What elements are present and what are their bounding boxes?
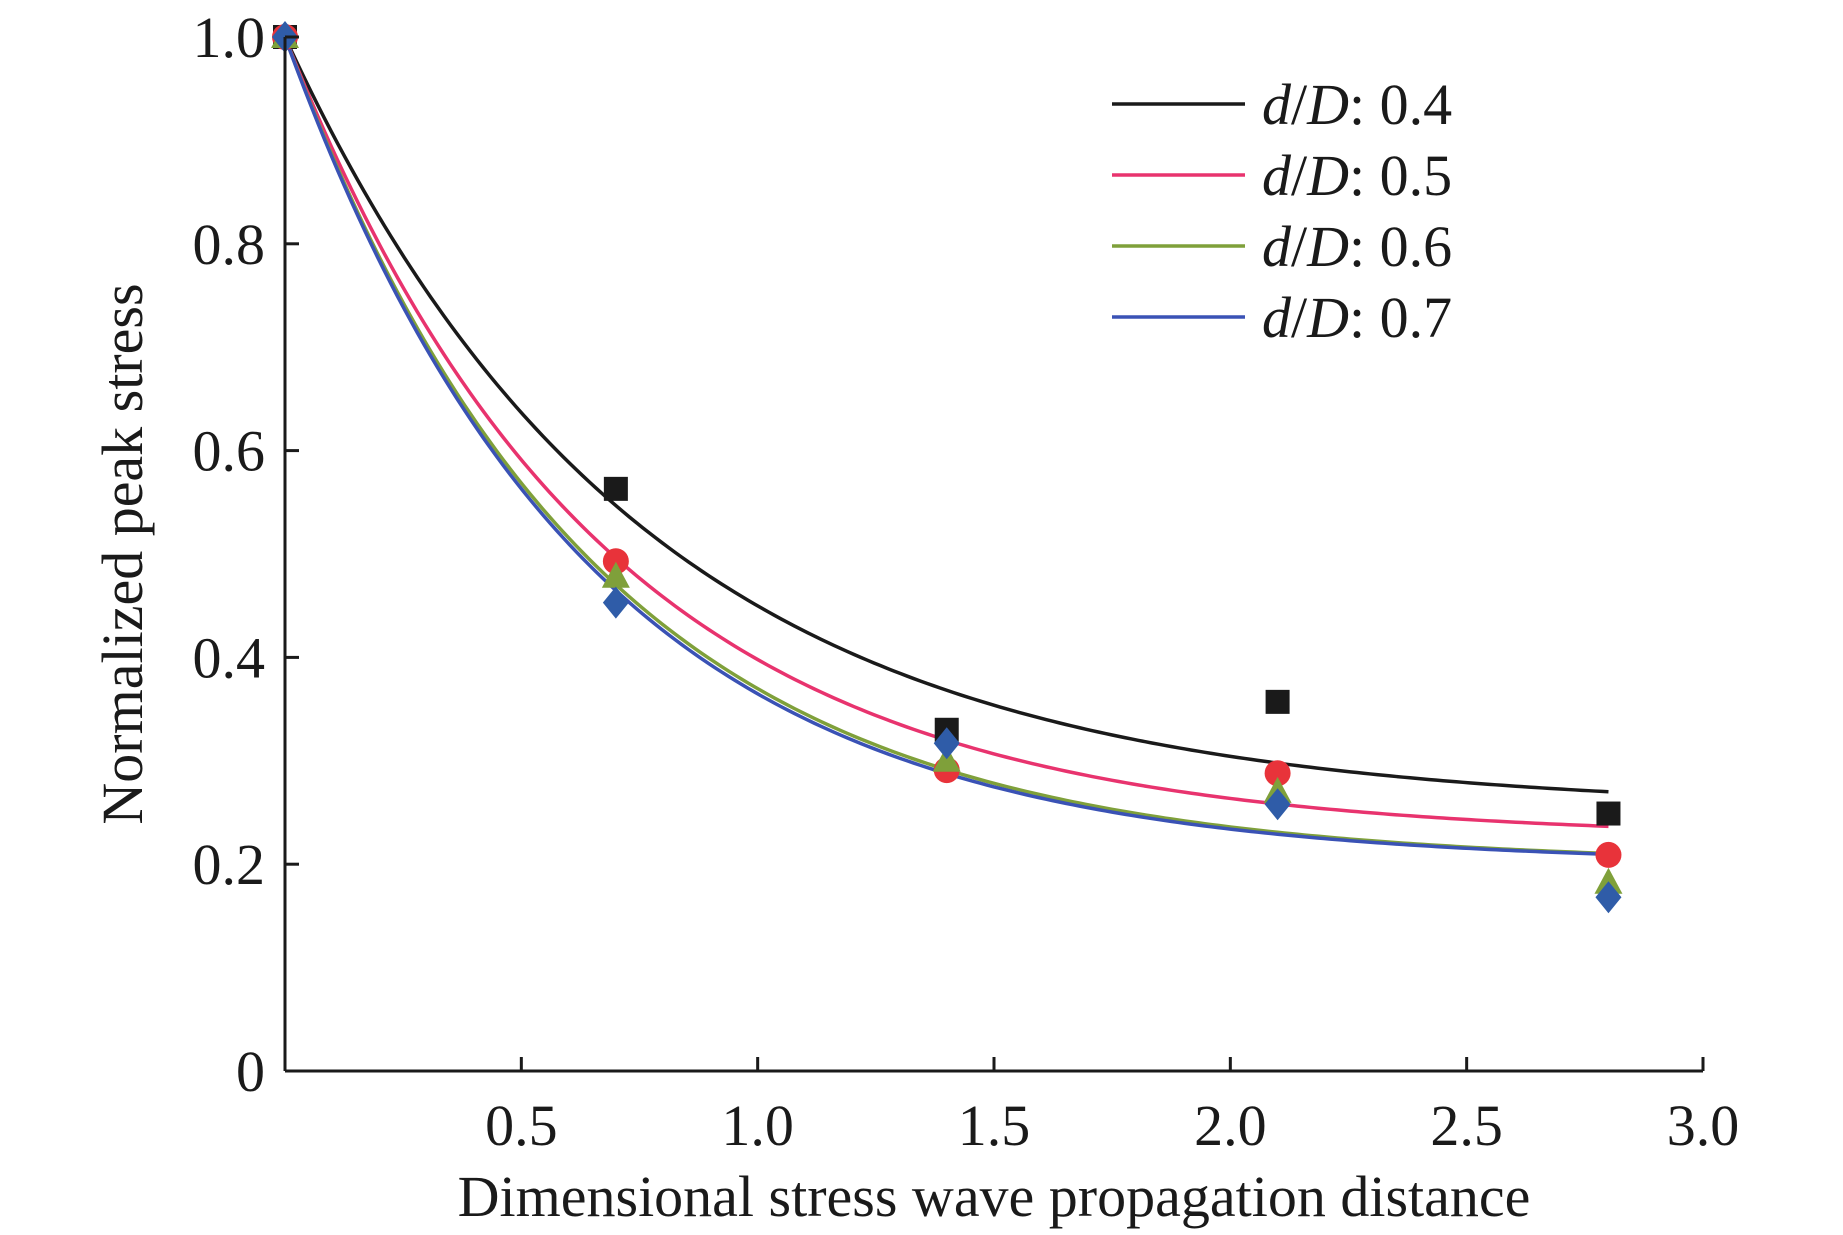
data-point-triangle bbox=[1594, 867, 1623, 894]
data-point-diamond bbox=[1264, 788, 1291, 821]
y-axis-label: Normalized peak stress bbox=[90, 283, 155, 824]
fit-curve-1 bbox=[283, 36, 1609, 794]
data-point-square bbox=[1265, 689, 1290, 714]
y-tick-label: 0.4 bbox=[193, 625, 266, 690]
legend-label-1: d/D: 0.4 bbox=[1262, 72, 1452, 137]
legend-label-3: d/D: 0.6 bbox=[1262, 214, 1452, 279]
data-point-circle bbox=[1595, 841, 1622, 868]
x-tick-label: 0.5 bbox=[485, 1093, 558, 1158]
legend-label-4: d/D: 0.7 bbox=[1262, 285, 1452, 350]
data-point-diamond bbox=[933, 727, 960, 760]
x-tick-label: 3.0 bbox=[1667, 1093, 1740, 1158]
y-tick-label: 0 bbox=[236, 1039, 265, 1104]
data-point-circle bbox=[602, 548, 629, 575]
y-tick-label: 0.6 bbox=[193, 419, 266, 484]
y-tick-label: 1.0 bbox=[193, 5, 266, 70]
x-tick-label: 1.0 bbox=[721, 1093, 794, 1158]
data-point-diamond bbox=[602, 586, 629, 619]
data-point-square bbox=[1596, 801, 1621, 826]
legend-label-2: d/D: 0.5 bbox=[1262, 143, 1452, 208]
x-tick-label: 2.0 bbox=[1194, 1093, 1267, 1158]
x-axis-label: Dimensional stress wave propagation dist… bbox=[458, 1164, 1531, 1229]
y-tick-label: 0.8 bbox=[193, 212, 266, 277]
x-tick-label: 1.5 bbox=[958, 1093, 1031, 1158]
data-point-triangle bbox=[601, 561, 630, 588]
data-point-square bbox=[603, 476, 628, 501]
x-tick-label: 2.5 bbox=[1430, 1093, 1503, 1158]
data-point-circle bbox=[1264, 760, 1291, 787]
axis-ticks: 0.5 1.0 1.5 2.0 2.5 3.0 0 0.2 0.4 0.6 0.8 1.0 bbox=[193, 5, 1740, 1158]
legend: d/D: 0.4d/D: 0.5d/D: 0.6d/D: 0.7 bbox=[1112, 72, 1452, 350]
plot-area bbox=[271, 21, 1623, 914]
data-point-diamond bbox=[1595, 881, 1622, 914]
y-tick-label: 0.2 bbox=[193, 832, 266, 897]
